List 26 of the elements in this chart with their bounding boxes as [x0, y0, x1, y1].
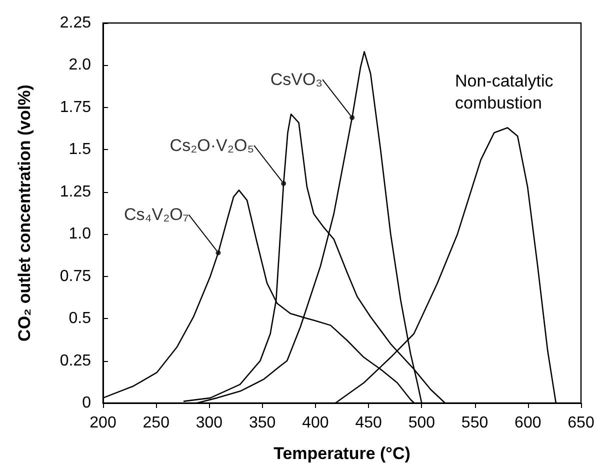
- x-tick-label: 350: [248, 414, 276, 432]
- y-tick-label: 2.25: [60, 14, 92, 32]
- annotation: Cs₂O·V₂O₅: [170, 136, 254, 155]
- x-tick-label: 200: [90, 414, 116, 432]
- y-tick-label: 1.5: [68, 141, 92, 158]
- x-tick-label: 450: [355, 414, 382, 432]
- annotation: CsVO₃: [270, 70, 323, 90]
- y-axis-title: CO₂ outlet concentration (vol%): [15, 84, 34, 342]
- x-tick-label: 600: [514, 414, 542, 432]
- y-tick-label: 2.0: [68, 56, 92, 74]
- x-tick-label: 650: [568, 414, 594, 432]
- x-tick-label: 250: [142, 414, 170, 432]
- y-tick-label: 0.5: [68, 310, 92, 328]
- y-tick-label: 1.75: [60, 98, 92, 116]
- x-axis-title: Temperature (°C): [274, 444, 410, 463]
- annotation: Non-catalytic combustion: [455, 72, 554, 112]
- annotation: Cs₄V₂O₇: [124, 205, 189, 224]
- y-tick-label: 1.0: [68, 226, 92, 243]
- y-tick-label: 0.25: [60, 352, 92, 370]
- x-tick-label: 400: [302, 414, 329, 432]
- x-tick-label: 500: [408, 414, 436, 432]
- y-tick-label: 0.75: [60, 268, 92, 285]
- y-tick-label: 1.25: [60, 183, 92, 200]
- x-tick-label: 300: [196, 414, 223, 432]
- x-tick-label: 550: [461, 414, 488, 432]
- y-tick-label: 0: [82, 394, 92, 412]
